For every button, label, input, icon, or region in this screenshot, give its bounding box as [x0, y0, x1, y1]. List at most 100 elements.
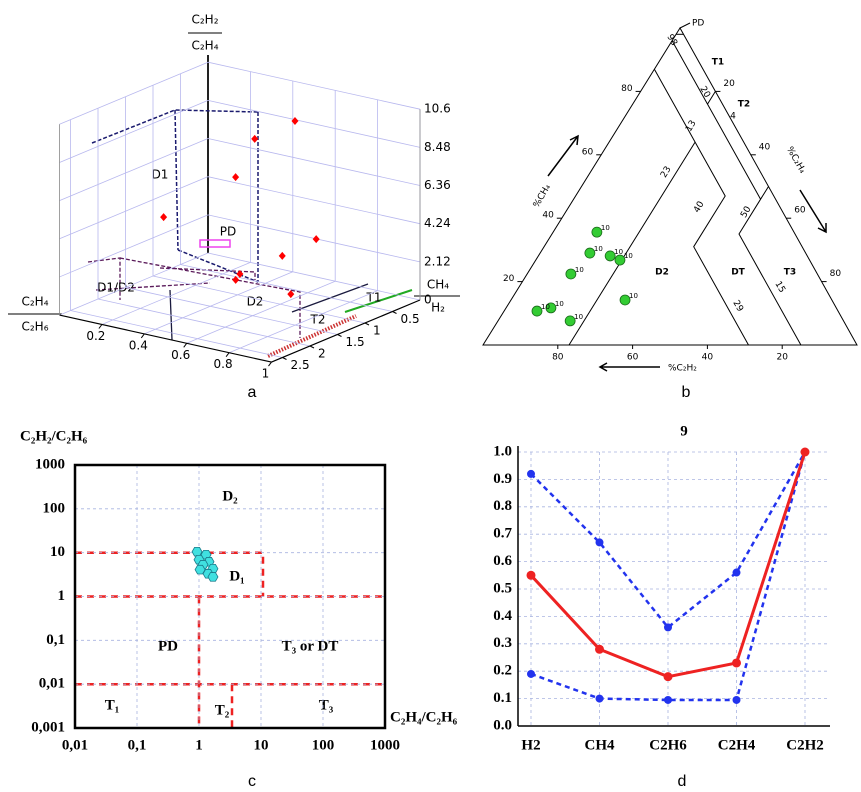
- grid-line: [101, 262, 251, 325]
- point-label: 10: [594, 245, 603, 253]
- grid-line: [207, 99, 421, 148]
- data-point: [663, 672, 673, 682]
- z-tick-label: 6.36: [424, 178, 451, 192]
- x-tick-label: 1: [262, 367, 270, 381]
- data-point: [595, 694, 604, 703]
- plot-frame: [73, 463, 387, 730]
- data-point: [732, 568, 741, 577]
- region-label: T₃: [319, 697, 334, 713]
- panel-caption: b: [682, 384, 691, 401]
- region-label: T₁: [105, 697, 120, 713]
- data-point: [232, 173, 240, 182]
- grid-line: [59, 214, 209, 278]
- y-tick-label: 1.5: [346, 335, 365, 349]
- region-label: D₂: [222, 488, 238, 504]
- region-label: D₁: [229, 568, 244, 584]
- axis-arrow: [799, 189, 827, 234]
- boundary-label: 40: [692, 200, 707, 215]
- x-tick-label: 10: [254, 737, 269, 753]
- y-tick-label: 1000: [35, 456, 65, 472]
- y-axis-label: C₂H₂/C₂H₆: [20, 428, 88, 444]
- tick-label: 40: [759, 142, 771, 152]
- x-tick-label: 1: [195, 737, 203, 753]
- data-point: [160, 213, 168, 222]
- grid-line: [207, 138, 421, 186]
- x-tick-label: C2H4: [718, 737, 756, 753]
- data-point: [526, 570, 536, 580]
- region-label: PD: [220, 225, 236, 239]
- x-tick-label: 0.2: [86, 329, 105, 343]
- z-tick-label: 4.24: [424, 216, 451, 230]
- tick-mark: [225, 352, 230, 358]
- grid-line: [186, 280, 336, 344]
- triangle: [482, 27, 858, 346]
- y-tick-label: 2.5: [291, 358, 310, 372]
- region-boundary: [91, 109, 259, 144]
- tick-label: 20: [776, 353, 788, 363]
- data-point: [527, 669, 535, 678]
- series-line: [530, 451, 807, 702]
- tick-label: 60: [627, 353, 639, 363]
- data-point: [545, 302, 557, 314]
- axis-title: %C₂H₂: [668, 364, 697, 374]
- region-label: D1: [152, 168, 169, 182]
- tick-mark: [268, 361, 272, 367]
- grid-line: [59, 99, 209, 163]
- data-point: [732, 695, 741, 704]
- point-label: 10: [541, 303, 550, 311]
- boundary-label: 23: [659, 165, 673, 180]
- data-point: [291, 117, 299, 126]
- data-point: [584, 247, 596, 259]
- tick-mark: [364, 322, 370, 326]
- data-point: [287, 290, 295, 299]
- region-label: T₂: [215, 702, 230, 718]
- z-tick-label: 10.6: [424, 102, 451, 116]
- region-label: T1: [712, 58, 724, 68]
- tick-mark: [140, 333, 145, 339]
- region-boundary: [671, 40, 802, 346]
- grid-line: [207, 61, 421, 110]
- data-point: [312, 235, 320, 244]
- x-tick-label: C2H2: [786, 737, 824, 753]
- tick-label: 40: [702, 353, 714, 363]
- x-axis-label: C₂H₄/C₂H₆: [390, 709, 458, 725]
- data-point: [619, 294, 631, 306]
- z-axis-label: C₂H₄: [191, 39, 218, 53]
- y-tick-label: 0.7: [493, 526, 512, 542]
- x-tick-label: 0,1: [128, 737, 147, 753]
- data-point: [565, 268, 577, 280]
- region-boundary: [169, 283, 369, 341]
- boundary-label: 20: [697, 85, 712, 100]
- region-label: D2: [247, 295, 264, 309]
- point-label: 10: [601, 224, 610, 232]
- y-tick-label: 0.5: [401, 312, 420, 326]
- grid-line: [59, 252, 209, 316]
- tick-label: 80: [621, 84, 633, 94]
- x-tick-label: CH4: [585, 737, 616, 753]
- point-label: 10: [575, 266, 584, 274]
- point-label: 10: [624, 252, 633, 260]
- region-label: T₃ or DT: [282, 638, 339, 654]
- y-tick-label: 0,1: [46, 632, 65, 648]
- tick-mark: [183, 342, 188, 348]
- region-boundary: [344, 289, 413, 313]
- series-line: [530, 451, 807, 630]
- grid-line: [125, 287, 338, 335]
- x-tick-label: 0.6: [171, 348, 190, 362]
- panel-b: [482, 22, 858, 372]
- panel-caption: d: [678, 773, 687, 790]
- tick-mark: [337, 334, 342, 337]
- y-tick-label: 1: [373, 324, 381, 338]
- data-point: [251, 134, 259, 143]
- grid-line: [59, 138, 209, 201]
- grid-line: [207, 252, 421, 301]
- data-point: [236, 270, 244, 279]
- grid-line: [97, 298, 311, 347]
- region-label: D2: [655, 268, 669, 278]
- boundary-label: 98: [664, 33, 679, 48]
- x-tick-label: 1000: [370, 737, 400, 753]
- y-tick-label: 1: [58, 588, 66, 604]
- series-line: [529, 451, 807, 679]
- boundary-label: 4: [730, 112, 736, 122]
- tick-label: 80: [552, 353, 564, 363]
